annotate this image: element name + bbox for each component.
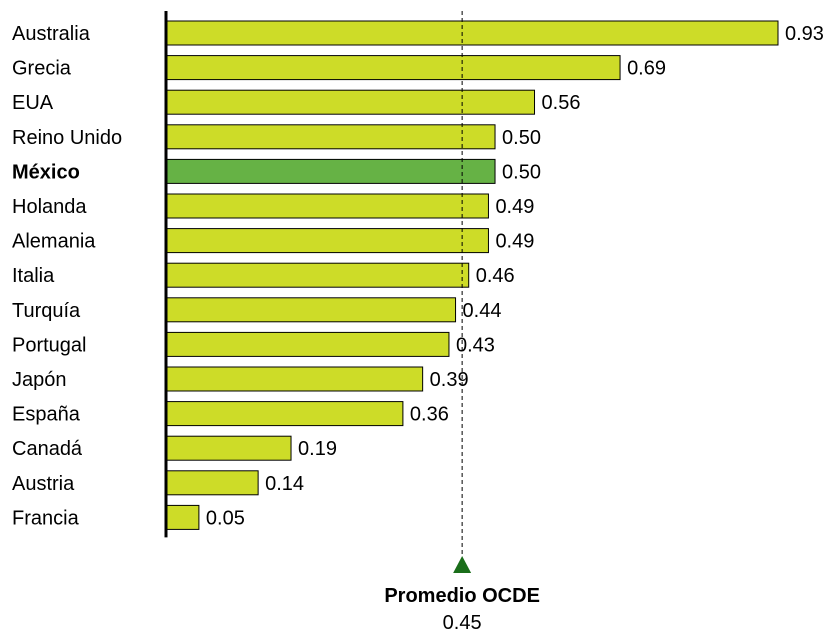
bar-austria (165, 470, 259, 496)
value-labels-group: 0.930.690.560.500.500.490.490.460.440.43… (206, 23, 824, 529)
category-labels-group: Australia Grecia EUA Reino Unido México Holan… (12, 23, 122, 529)
category-label-espana: España (12, 404, 81, 426)
value-label-australia: 0.93 (785, 23, 824, 45)
bar-francia (165, 504, 200, 530)
bar-espana (165, 401, 404, 427)
bar-mexico (165, 158, 496, 184)
value-label-portugal: 0.43 (456, 334, 495, 356)
bar-italia (165, 262, 470, 288)
bar-australia (165, 20, 779, 46)
bar-turquia (165, 297, 457, 323)
category-label-portugal: Portugal (12, 334, 87, 356)
category-label-australia: Australia (12, 23, 91, 45)
bar-holanda (165, 193, 489, 219)
bar-reino-unido (165, 124, 496, 150)
reference-value-label: 0.45 (443, 612, 482, 634)
category-label-canada: Canadá (12, 438, 83, 460)
category-label-reino-unido: Reino Unido (12, 127, 122, 149)
value-label-francia: 0.05 (206, 507, 245, 529)
category-label-austria: Austria (12, 473, 75, 495)
value-label-alemania: 0.49 (495, 231, 534, 253)
bar-eua (165, 89, 536, 115)
category-label-francia: Francia (12, 507, 80, 529)
bar-japon (165, 366, 424, 392)
category-label-japon: Japón (12, 369, 67, 391)
value-label-reino-unido: 0.50 (502, 127, 541, 149)
bar-alemania (165, 228, 489, 254)
value-label-eua: 0.56 (542, 92, 581, 114)
category-label-turquia: Turquía (12, 300, 81, 322)
value-label-turquia: 0.44 (463, 300, 502, 322)
category-label-italia: Italia (12, 265, 55, 287)
value-label-italia: 0.46 (476, 265, 515, 287)
category-label-holanda: Holanda (12, 196, 87, 218)
value-label-mexico: 0.50 (502, 161, 541, 183)
category-label-grecia: Grecia (12, 58, 72, 80)
category-label-mexico: México (12, 161, 80, 183)
category-label-eua: EUA (12, 92, 54, 114)
bar-grecia (165, 55, 621, 81)
value-label-grecia: 0.69 (627, 58, 666, 80)
value-label-austria: 0.14 (265, 473, 304, 495)
bars-group (165, 20, 779, 530)
reference-triangle-marker (453, 556, 472, 573)
value-label-japon: 0.39 (430, 369, 469, 391)
bar-canada (165, 435, 292, 461)
value-label-canada: 0.19 (298, 438, 337, 460)
category-label-alemania: Alemania (12, 231, 96, 253)
value-label-holanda: 0.49 (495, 196, 534, 218)
value-label-espana: 0.36 (410, 404, 449, 426)
bar-portugal (165, 331, 450, 357)
reference-label: Promedio OCDE (384, 585, 540, 607)
